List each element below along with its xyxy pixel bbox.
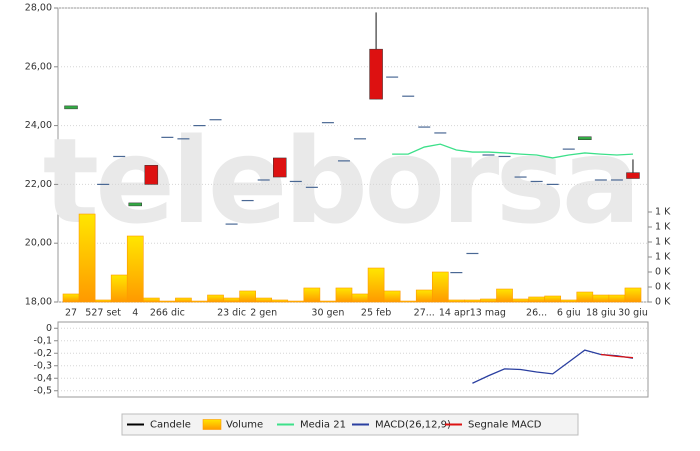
legend: Candele Volume Media 21 MACD(26,12,9) Segnal… xyxy=(121,413,579,436)
volume-bar xyxy=(576,291,594,303)
x-tick-label: 30 giu xyxy=(618,308,648,319)
volume-bar xyxy=(544,295,562,303)
volume-bar xyxy=(62,293,80,303)
x-tick-label: 27... xyxy=(414,308,435,319)
legend-swatch xyxy=(202,419,222,430)
volume-bar xyxy=(239,290,256,303)
volume-bar xyxy=(496,288,513,303)
y-tick-label: -0,4 xyxy=(33,373,52,384)
volume-bar xyxy=(191,300,208,303)
plot-frame xyxy=(57,7,649,303)
volume-bar xyxy=(464,299,481,303)
y-tick-label: 24,00 xyxy=(25,120,52,131)
series-line xyxy=(600,353,634,359)
volume-bar xyxy=(415,289,433,303)
volume-bar xyxy=(255,297,273,303)
volume-bar xyxy=(303,287,321,303)
volume-bar xyxy=(110,274,128,303)
volume-bar xyxy=(560,299,578,303)
y2-tick-label: 0 K xyxy=(655,297,671,308)
x-tick-label: 18 giu xyxy=(586,308,616,319)
x-tick-label: 27 xyxy=(65,308,77,319)
volume-bar xyxy=(367,267,385,303)
candle-body xyxy=(273,157,287,178)
volume-bar xyxy=(271,299,289,303)
legend-label: Segnale MACD xyxy=(468,420,542,431)
y2-tick-label: 0 K xyxy=(655,267,671,278)
y2-tick-label: 1 K xyxy=(655,252,671,263)
volume-bar xyxy=(319,300,337,303)
volume-bar xyxy=(78,213,96,303)
series-line xyxy=(392,143,634,159)
y-tick-label: -0,1 xyxy=(33,335,52,346)
volume-bar xyxy=(480,298,497,303)
watermark: teleborsa xyxy=(43,112,638,250)
x-tick-label: 4 xyxy=(132,308,138,319)
legend-label: Candele xyxy=(150,420,191,431)
volume-bar xyxy=(528,296,545,303)
volume-bar xyxy=(159,300,176,303)
candle-body xyxy=(64,105,78,110)
volume-bar xyxy=(142,297,160,303)
y-tick-label: 26,00 xyxy=(25,61,52,72)
volume-bar xyxy=(126,235,144,303)
x-tick-label: 30 gen xyxy=(311,308,344,319)
volume-bar xyxy=(175,297,192,303)
volume-bar xyxy=(335,287,353,303)
legend-label: Media 21 xyxy=(300,420,346,431)
y2-tick-label: 0 K xyxy=(655,282,671,293)
legend-box xyxy=(121,413,579,436)
x-tick-label: 23 dic xyxy=(217,308,246,319)
x-tick-label: 266 dic xyxy=(150,308,185,319)
candle-body xyxy=(128,202,142,207)
y-tick-label: 18,00 xyxy=(25,297,52,308)
volume-bar xyxy=(223,297,240,303)
candle-body xyxy=(144,165,159,185)
candle-body xyxy=(578,136,592,140)
volume-bar xyxy=(287,300,305,303)
y2-tick-label: 1 K xyxy=(655,237,671,248)
volume-bar xyxy=(448,299,465,303)
volume-bar xyxy=(399,300,417,303)
y2-tick-label: 1 K xyxy=(655,207,671,218)
volume-bar xyxy=(351,293,369,303)
x-tick-label: 2 gen xyxy=(250,308,277,319)
volume-bar xyxy=(431,271,449,303)
y2-tick-label: 1 K xyxy=(655,222,671,233)
y-tick-label: 28,00 xyxy=(25,3,52,14)
candle-body xyxy=(369,48,383,100)
y-tick-label: -0,2 xyxy=(33,348,52,359)
volume-bar xyxy=(608,294,626,303)
candle-body xyxy=(626,172,640,179)
y-tick-label: 0 xyxy=(46,323,52,334)
legend-label: MACD(26,12,9) xyxy=(375,420,451,431)
macd-frame xyxy=(57,321,649,398)
x-tick-label: 26... xyxy=(526,308,547,319)
y-tick-label: -0,5 xyxy=(33,385,52,396)
volume-bar xyxy=(624,287,642,303)
volume-bar xyxy=(94,299,112,303)
y-tick-label: -0,3 xyxy=(33,360,52,371)
volume-bar xyxy=(383,290,401,303)
x-tick-label: 527 set xyxy=(85,308,121,319)
x-tick-label: 25 feb xyxy=(361,308,391,319)
x-tick-label: 14 apr13 mag xyxy=(439,308,506,319)
volume-bar xyxy=(512,298,529,303)
y-tick-label: 20,00 xyxy=(25,238,52,249)
x-tick-label: 6 giu xyxy=(557,308,581,319)
volume-bar xyxy=(207,294,224,303)
y-tick-label: 22,00 xyxy=(25,179,52,190)
legend-label: Volume xyxy=(226,420,263,431)
volume-bar xyxy=(592,294,610,303)
